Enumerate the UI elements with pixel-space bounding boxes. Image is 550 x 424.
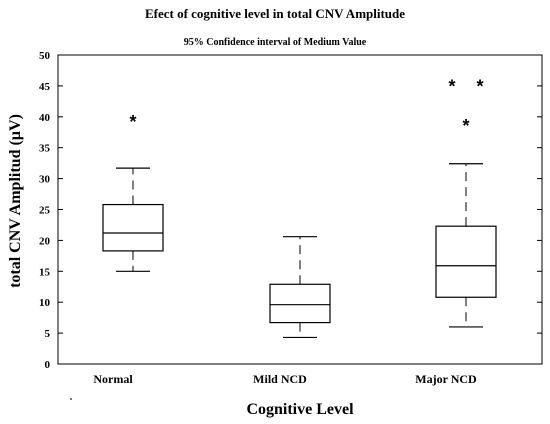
x-category-label: Major NCD <box>415 372 477 386</box>
y-tick-label: 5 <box>45 328 51 340</box>
box-major-ncd: * * * <box>435 77 497 328</box>
x-axis-label: Cognitive Level <box>246 401 354 418</box>
iqr-box <box>102 203 164 252</box>
x-category-label: Normal <box>93 372 133 386</box>
x-axis-categories: Normal Mild NCD Major NCD <box>93 372 477 386</box>
y-tick-label: 0 <box>45 359 51 371</box>
chart-title: Efect of cognitive level in total CNV Am… <box>144 6 406 21</box>
box-normal: * <box>102 112 164 272</box>
outlier-marker: * <box>448 77 455 97</box>
iqr-box <box>269 283 331 324</box>
x-category-label: Mild NCD <box>253 372 307 386</box>
y-tick-label: 20 <box>39 235 51 247</box>
boxes-layer: * * * * <box>102 77 497 339</box>
y-tick-label: 15 <box>39 266 51 278</box>
y-tick-label: 35 <box>39 143 51 155</box>
outlier-marker: * <box>129 112 136 132</box>
y-tick-label: 25 <box>39 205 51 217</box>
y-tick-label: 45 <box>39 81 51 93</box>
outlier-marker: * <box>476 77 483 97</box>
y-tick-label: 50 <box>39 50 51 62</box>
y-tick-label: 10 <box>39 297 51 309</box>
iqr-box <box>435 225 497 298</box>
box-mild-ncd <box>269 236 331 339</box>
y-tick-label: 40 <box>39 112 51 124</box>
y-tick-label: 30 <box>39 174 51 186</box>
y-axis: 0 5 10 15 20 25 30 35 40 45 50 <box>39 50 542 371</box>
outlier-marker: * <box>462 116 469 136</box>
chart-subtitle: 95% Confidence interval of Medium Value <box>183 37 367 48</box>
stray-dot <box>70 398 72 400</box>
